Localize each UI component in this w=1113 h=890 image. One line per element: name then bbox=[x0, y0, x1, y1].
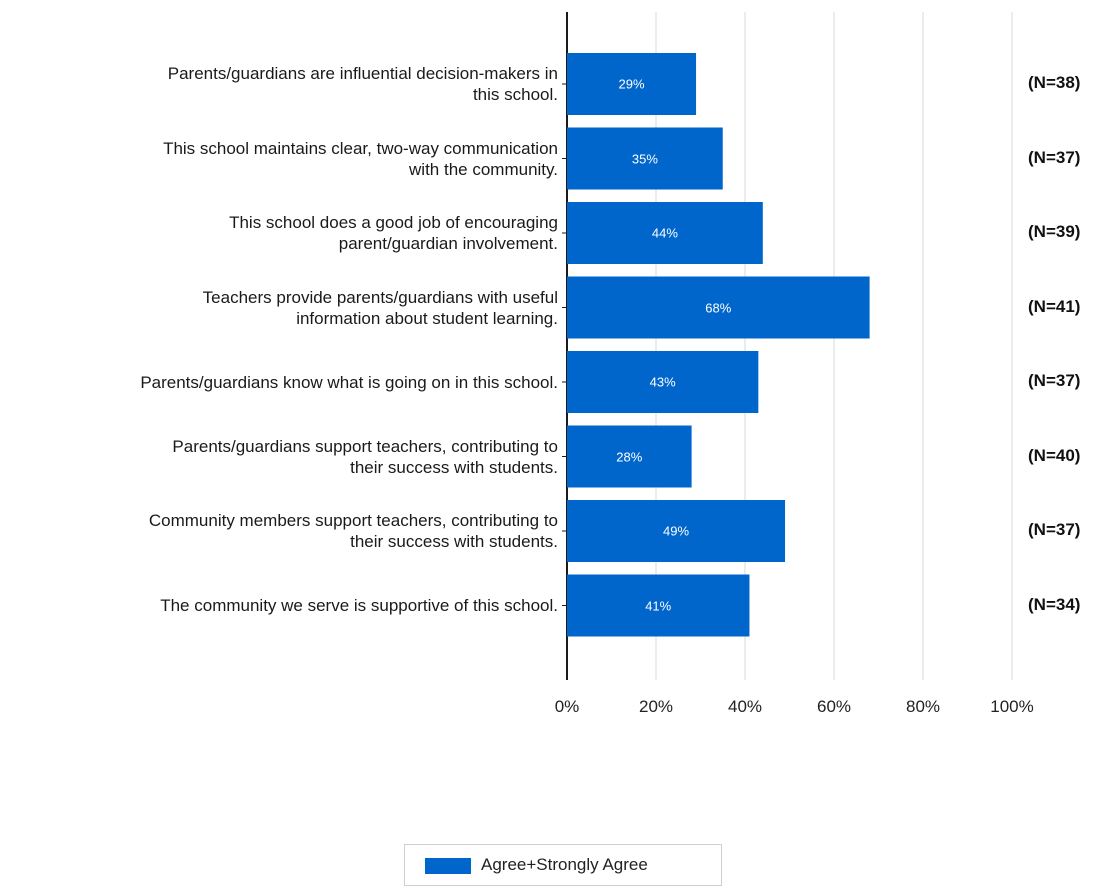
category-label: The community we serve is supportive of … bbox=[160, 596, 558, 615]
bar bbox=[567, 202, 763, 264]
category-label: Teachers provide parents/guardians with … bbox=[202, 287, 558, 328]
category-label: This school does a good job of encouragi… bbox=[229, 213, 558, 253]
x-tick-label: 100% bbox=[990, 697, 1034, 716]
n-count-label: (N=37) bbox=[1028, 147, 1081, 167]
x-tick-label: 0% bbox=[554, 697, 580, 716]
bar bbox=[567, 127, 723, 190]
n-count-label: (N=37) bbox=[1028, 520, 1081, 539]
legend: Agree+Strongly Agree bbox=[404, 844, 722, 886]
data-label: 35% bbox=[631, 151, 658, 166]
x-tick-label: 60% bbox=[816, 697, 852, 716]
x-tick-label: 40% bbox=[727, 697, 763, 716]
n-count-label: (N=39) bbox=[1028, 222, 1081, 241]
data-label: 29% bbox=[618, 76, 645, 92]
bar bbox=[567, 351, 759, 413]
bar bbox=[567, 425, 692, 488]
data-label: 28% bbox=[616, 449, 643, 464]
bar bbox=[567, 500, 786, 562]
bar bbox=[567, 574, 750, 637]
category-label: Parents/guardians know what is going on … bbox=[140, 372, 558, 392]
data-label: 41% bbox=[645, 598, 672, 613]
n-count-label: (N=41) bbox=[1028, 296, 1081, 316]
data-label: 44% bbox=[651, 225, 678, 241]
n-count-label: (N=40) bbox=[1028, 445, 1081, 465]
category-label: Parents/guardians support teachers, cont… bbox=[172, 436, 558, 477]
legend-swatch bbox=[425, 858, 471, 874]
x-tick-label: 20% bbox=[638, 697, 674, 716]
x-tick-label: 80% bbox=[905, 697, 941, 716]
category-label: Parents/guardians are influential decisi… bbox=[167, 64, 558, 104]
bar bbox=[567, 276, 870, 339]
n-count-label: (N=34) bbox=[1028, 594, 1081, 614]
bar bbox=[567, 53, 697, 115]
n-count-label: (N=37) bbox=[1028, 371, 1081, 390]
data-label: 68% bbox=[705, 300, 732, 315]
data-label: 49% bbox=[663, 523, 690, 539]
category-label: This school maintains clear, two-way com… bbox=[163, 138, 558, 179]
n-count-label: (N=38) bbox=[1028, 73, 1081, 92]
data-label: 43% bbox=[649, 374, 676, 390]
legend-label: Agree+Strongly Agree bbox=[481, 855, 648, 874]
category-label: Community members support teachers, cont… bbox=[148, 511, 558, 551]
